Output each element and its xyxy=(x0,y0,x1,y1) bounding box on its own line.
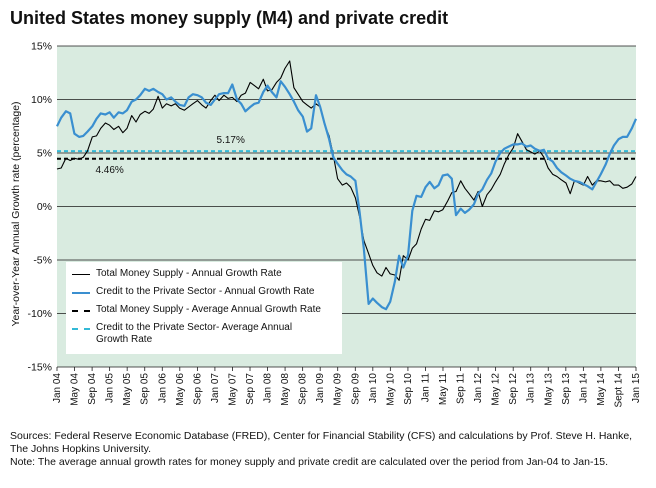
annotations: 5.17% 4.46% xyxy=(95,135,245,176)
x-tick-label: Jan 11 xyxy=(420,373,431,403)
x-tick-label: Jan 14 xyxy=(578,373,589,403)
x-tick-label: May 11 xyxy=(438,373,449,405)
x-tick-label: Sep 04 xyxy=(87,373,98,405)
sources-line: The Johns Hopkins University. xyxy=(10,443,152,455)
x-tick-label: Jan 13 xyxy=(526,373,537,403)
y-tick-label: 0% xyxy=(37,201,52,213)
annotation-label: 5.17% xyxy=(217,135,245,146)
x-tick-label: Jan 09 xyxy=(315,373,326,403)
sources-note: Sources: Federal Reserve Economic Databa… xyxy=(10,430,650,469)
x-tick-label: Jan 15 xyxy=(631,373,642,403)
x-tick-label: Sep 13 xyxy=(561,373,572,405)
y-tick-label: -5% xyxy=(33,255,52,267)
legend-item-private-credit: Credit to the Private Sector - Annual Gr… xyxy=(72,286,336,298)
series-lines xyxy=(56,60,638,311)
y-axis-label: Year-over-Year Annual Growth rate (perce… xyxy=(10,101,22,326)
annotation-label: 4.46% xyxy=(95,165,123,176)
legend: Total Money Supply - Annual Growth Rate … xyxy=(66,262,342,354)
x-axis: Jan 04 May 04 Sep 04 Jan 05 May 05 Sep 05 Jan … xyxy=(52,367,642,407)
chart-title: United States money supply (M4) and priv… xyxy=(10,8,449,28)
x-tick-label: May 08 xyxy=(280,373,291,406)
x-tick-label: Jan 05 xyxy=(105,373,116,403)
x-tick-label: Sep 12 xyxy=(508,373,519,405)
series-line xyxy=(56,80,638,311)
legend-swatch xyxy=(72,328,90,330)
legend-swatch xyxy=(72,292,90,294)
legend-item-credit-average: Credit to the Private Sector- Average An… xyxy=(72,322,306,346)
line-chart: 5.17% 4.46% -15% -10% -5% 0% 5% 10% 15% Jan 04 M… xyxy=(10,41,642,408)
x-tick-label: May 07 xyxy=(227,373,238,406)
x-tick-label: Sep 08 xyxy=(298,373,309,405)
x-tick-label: May 09 xyxy=(333,373,344,406)
legend-label: Total Money Supply - Average Annual Grow… xyxy=(96,304,321,315)
x-tick-label: May 06 xyxy=(175,373,186,406)
y-axis: -15% -10% -5% 0% 5% 10% 15% xyxy=(27,41,52,374)
x-tick-label: Sep 10 xyxy=(403,373,414,405)
y-tick-label: 15% xyxy=(31,41,52,53)
sources-line: Sources: Federal Reserve Economic Databa… xyxy=(10,430,633,442)
average-lines xyxy=(57,150,636,160)
x-tick-label: Sep 07 xyxy=(245,373,256,405)
x-tick-label: Jan 04 xyxy=(52,373,63,403)
x-tick-label: Sept 14 xyxy=(613,373,624,408)
x-tick-label: May 14 xyxy=(596,373,607,406)
x-tick-label: May 04 xyxy=(70,373,81,406)
x-tick-label: Sep 05 xyxy=(140,373,151,405)
legend-label: Credit to the Private Sector - Annual Gr… xyxy=(96,286,315,297)
x-tick-label: May 13 xyxy=(543,373,554,406)
legend-swatch xyxy=(72,274,90,275)
gridlines xyxy=(57,45,636,368)
legend-item-money-supply-average: Total Money Supply - Average Annual Grow… xyxy=(72,304,336,316)
legend-swatch xyxy=(72,310,90,312)
note-line: Note: The average annual growth rates fo… xyxy=(10,456,609,468)
x-tick-label: Sep 11 xyxy=(456,373,467,404)
x-tick-label: Jan 07 xyxy=(210,373,221,403)
y-tick-label: -15% xyxy=(27,362,52,374)
x-tick-label: Jan 10 xyxy=(368,373,379,403)
x-tick-label: May 05 xyxy=(122,373,133,406)
x-tick-label: Sep 06 xyxy=(192,373,203,405)
y-tick-label: -10% xyxy=(27,308,52,320)
x-tick-label: Jan 12 xyxy=(473,373,484,403)
legend-label: Total Money Supply - Annual Growth Rate xyxy=(96,268,282,279)
y-tick-label: 10% xyxy=(31,94,52,106)
x-tick-label: Jan 08 xyxy=(263,373,274,403)
y-tick-label: 5% xyxy=(37,148,52,160)
x-tick-label: May 10 xyxy=(385,373,396,406)
x-tick-label: May 12 xyxy=(491,373,502,406)
legend-item-money-supply: Total Money Supply - Annual Growth Rate xyxy=(72,268,336,280)
legend-label: Credit to the Private Sector- Average An… xyxy=(96,322,293,345)
x-tick-label: Jan 06 xyxy=(157,373,168,403)
x-tick-label: Sep 09 xyxy=(350,373,361,405)
